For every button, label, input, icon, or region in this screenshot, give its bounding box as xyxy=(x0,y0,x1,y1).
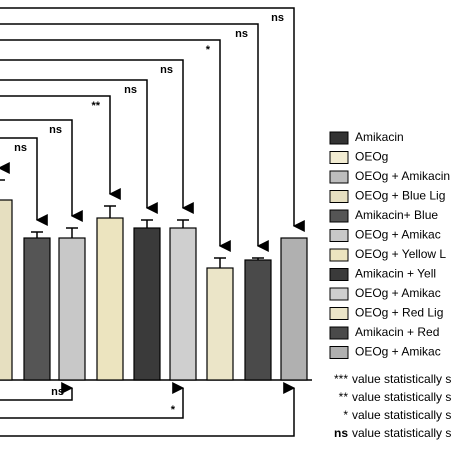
legend-swatch xyxy=(329,209,349,223)
footnote-symbol: ** xyxy=(339,390,349,404)
legend-label: Amikacin + Yell xyxy=(355,267,436,281)
significance-bracket xyxy=(0,95,121,200)
significance-bracket xyxy=(0,382,185,419)
significance-label: ** xyxy=(91,100,100,112)
significance-label: ns xyxy=(124,84,137,96)
significance-bracket xyxy=(0,382,74,401)
significance-bracket xyxy=(0,7,305,232)
footnote-symbol: *** xyxy=(334,372,348,386)
legend-swatch xyxy=(329,346,349,359)
legend-label: OEOg + Amikac xyxy=(355,345,441,359)
significance-label: ns xyxy=(235,28,248,40)
significance-label: * xyxy=(171,404,176,416)
legend-swatch xyxy=(329,229,349,242)
legend-label: OEOg + Blue Lig xyxy=(355,189,445,203)
legend-label: Amikacin+ Blue xyxy=(355,208,438,222)
bar xyxy=(280,237,308,381)
legend-label: OEOg + Amikac xyxy=(355,228,441,242)
significance-bracket xyxy=(0,23,269,252)
legend-label: OEOg xyxy=(355,150,388,164)
bar xyxy=(96,217,124,381)
significance-bracket xyxy=(0,382,296,437)
bar xyxy=(58,237,86,381)
bar xyxy=(133,227,161,381)
legend-label: OEOg + Amikac xyxy=(355,286,441,300)
significance-label: * xyxy=(206,44,211,56)
legend-swatch xyxy=(329,326,349,340)
significance-label: ns xyxy=(14,142,27,154)
legend-swatch xyxy=(329,190,349,203)
significance-bracket xyxy=(0,39,231,252)
significance-label: ns xyxy=(271,12,284,24)
legend-swatch xyxy=(329,248,349,262)
significance-bracket xyxy=(0,59,194,214)
legend-label: Amikacin xyxy=(355,130,404,144)
footnote-text: value statistically s xyxy=(352,408,451,422)
footnote-symbol: * xyxy=(343,408,348,422)
legend-label: OEOg + Yellow L xyxy=(355,247,446,261)
legend-label: OEOg + Amikacin xyxy=(355,169,450,183)
legend-swatch xyxy=(329,268,349,281)
footnote-text: value statistically s xyxy=(352,426,451,440)
significance-bracket xyxy=(0,79,158,214)
significance-bracket xyxy=(0,119,83,222)
legend-swatch xyxy=(329,151,349,164)
bar xyxy=(244,259,272,381)
bar xyxy=(169,227,197,381)
significance-label: ns xyxy=(51,386,64,398)
bar xyxy=(0,199,13,381)
legend-swatch xyxy=(329,170,349,184)
bar xyxy=(206,267,234,381)
legend-swatch xyxy=(329,131,349,145)
legend-label: OEOg + Red Lig xyxy=(355,306,443,320)
legend-swatch xyxy=(329,287,349,301)
significance-label: ns xyxy=(160,64,173,76)
significance-bracket xyxy=(0,137,48,226)
footnote-symbol: ns xyxy=(334,426,348,440)
legend-label: Amikacin + Red xyxy=(355,325,439,339)
bar xyxy=(23,237,51,381)
footnote-text: value statistically s xyxy=(352,390,451,404)
legend-swatch xyxy=(329,307,349,320)
footnote-text: value statistically s xyxy=(352,372,451,386)
significance-label: ns xyxy=(49,124,62,136)
